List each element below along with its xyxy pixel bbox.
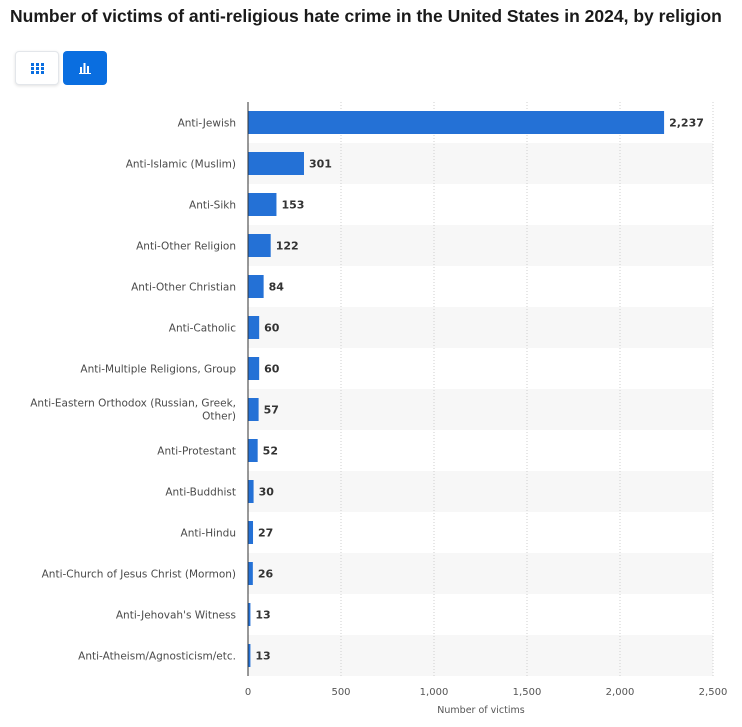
value-label: 60	[264, 363, 280, 376]
bar[interactable]	[248, 234, 271, 257]
bar[interactable]	[248, 357, 260, 380]
value-label: 26	[258, 568, 274, 581]
bar[interactable]	[248, 398, 259, 421]
category-label: Anti-Jewish	[178, 118, 236, 130]
category-label: Anti-Other Christian	[131, 282, 236, 294]
value-label: 2,237	[669, 117, 704, 130]
value-label: 13	[255, 609, 270, 622]
row-band	[248, 143, 713, 184]
x-tick-label: 0	[245, 687, 251, 698]
chart-view-button[interactable]	[63, 51, 107, 85]
value-label: 13	[255, 650, 270, 663]
bar[interactable]	[248, 603, 251, 626]
bar[interactable]	[248, 439, 258, 462]
bar[interactable]	[248, 275, 264, 298]
row-band	[248, 553, 713, 594]
value-label: 153	[281, 199, 304, 212]
category-label: Anti-Buddhist	[165, 487, 236, 499]
category-label: Anti-Multiple Religions, Group	[80, 364, 236, 376]
x-tick-label: 2,500	[699, 687, 728, 698]
bar[interactable]	[248, 152, 304, 175]
category-label: Anti-Islamic (Muslim)	[126, 159, 236, 171]
x-tick-label: 500	[331, 687, 350, 698]
category-label: Anti-Catholic	[169, 323, 236, 335]
category-label: Anti-Protestant	[157, 446, 236, 458]
x-tick-label: 1,500	[513, 687, 542, 698]
value-label: 57	[264, 404, 279, 417]
x-tick-label: 1,000	[420, 687, 449, 698]
bar[interactable]	[248, 562, 253, 585]
category-label: Anti-Jehovah's Witness	[116, 610, 236, 622]
table-view-button[interactable]	[15, 51, 59, 85]
bar[interactable]	[248, 480, 254, 503]
category-label: Anti-Hindu	[181, 528, 236, 540]
x-tick-label: 2,000	[606, 687, 635, 698]
row-band	[248, 389, 713, 430]
bar[interactable]	[248, 521, 254, 544]
category-label: Anti-Eastern Orthodox (Russian, Greek, Ot…	[30, 398, 236, 423]
row-band	[248, 307, 713, 348]
value-label: 122	[276, 240, 299, 253]
value-label: 60	[264, 322, 280, 335]
value-label: 301	[309, 158, 332, 171]
category-label: Anti-Church of Jesus Christ (Mormon)	[42, 569, 236, 581]
category-label: Anti-Other Religion	[136, 241, 236, 253]
row-band	[248, 635, 713, 676]
value-label: 52	[263, 445, 278, 458]
value-label: 27	[258, 527, 273, 540]
value-label: 84	[269, 281, 285, 294]
category-label: Anti-Sikh	[189, 200, 236, 212]
bar[interactable]	[248, 316, 260, 339]
value-label: 30	[259, 486, 275, 499]
row-band	[248, 225, 713, 266]
bar-chart-icon	[78, 63, 91, 74]
category-label: Anti-Atheism/Agnosticism/etc.	[78, 651, 236, 663]
bar[interactable]	[248, 111, 665, 134]
bar[interactable]	[248, 644, 251, 667]
bar[interactable]	[248, 193, 277, 216]
row-band	[248, 471, 713, 512]
grid-icon	[30, 62, 44, 74]
x-axis-label: Number of victims	[437, 705, 524, 716]
chart-title: Number of victims of anti-religious hate…	[10, 6, 722, 26]
